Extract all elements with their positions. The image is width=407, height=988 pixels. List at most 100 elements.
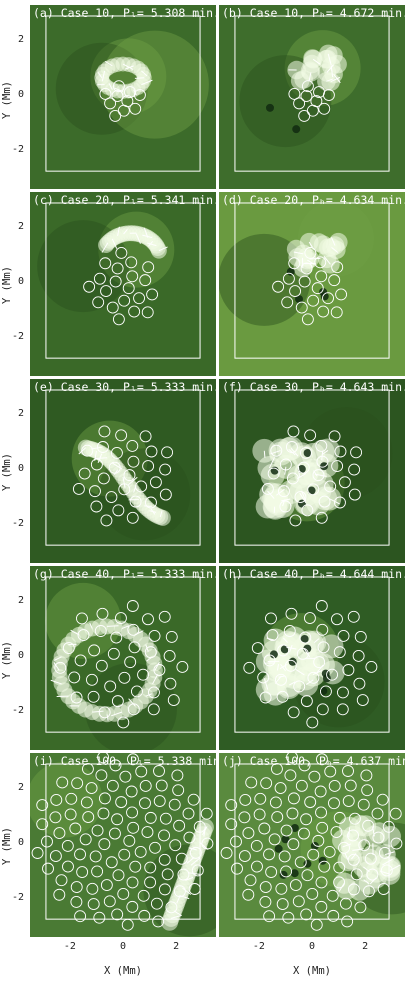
flux-tube-ring: [89, 850, 102, 863]
velocity-arrow: [384, 851, 395, 856]
panel-content: [45, 582, 189, 750]
y-tick-label: 0: [18, 89, 24, 100]
flux-tube-ring: [353, 677, 366, 690]
velocity-arrow: [333, 73, 341, 84]
flux-tube-ring: [69, 822, 82, 835]
flux-tube-ring: [275, 673, 287, 686]
flux-tube-ring: [153, 795, 166, 807]
flux-tube-ring: [139, 430, 152, 443]
flux-tube-ring: [334, 445, 347, 458]
flux-tube-ring: [125, 256, 138, 269]
velocity-arrow: [268, 457, 276, 469]
inner-frame: [234, 15, 390, 172]
velocity-arrow: [122, 476, 126, 488]
flux-tube-ring: [110, 631, 123, 644]
flux-tube-ring: [263, 910, 276, 923]
flux-tube-ring: [316, 703, 329, 716]
flux-tube-ring: [330, 306, 343, 319]
flux-tube-ring: [279, 458, 292, 471]
flux-tube-ring: [96, 441, 109, 453]
panel-d: (d) Case 20, Pₕ= 4.634 min.: [219, 192, 407, 376]
flux-tube-ring: [36, 818, 49, 831]
flux-tube-ring: [163, 649, 176, 662]
flux-tube-ring: [328, 274, 341, 287]
flux-tube-ring: [144, 646, 157, 659]
y-tick-label: 2: [18, 595, 24, 606]
flux-tube-ring: [225, 818, 238, 831]
flux-tube-ring: [54, 661, 67, 674]
flux-tube-ring: [111, 695, 124, 708]
flux-tube-ring: [265, 612, 277, 625]
velocity-arrow: [128, 698, 136, 707]
velocity-arrow: [326, 64, 334, 73]
flux-tube-ring: [62, 642, 75, 655]
flux-tube-ring: [260, 777, 273, 790]
flux-tube-ring: [242, 827, 255, 840]
flux-tube-ring: [350, 868, 363, 881]
flux-tube-ring: [299, 631, 312, 644]
velocity-arrow: [344, 853, 349, 861]
flux-tube-ring: [357, 798, 370, 811]
flux-tube-ring: [333, 646, 346, 659]
velocity-arrow: [134, 77, 145, 79]
flux-tube-ring: [347, 883, 360, 896]
panel-a: (a) Case 10, Pₗ= 5.308 min.: [30, 5, 220, 189]
velocity-arrow: [127, 476, 138, 486]
flux-tube-ring: [301, 869, 314, 882]
flux-tube-ring: [265, 866, 278, 878]
velocity-arrow: [53, 656, 62, 661]
flux-tube-ring: [344, 779, 357, 792]
inner-frame: [45, 15, 201, 172]
flux-tube-ring: [155, 779, 168, 792]
flux-tube-ring: [90, 500, 103, 513]
y-tick-label: -2: [12, 144, 24, 155]
flux-tube-ring: [316, 455, 329, 468]
velocity-arrow: [267, 490, 275, 499]
flux-tube-ring: [356, 694, 369, 707]
flux-tube-ring: [358, 839, 371, 852]
velocity-arrow: [293, 251, 304, 255]
flux-tube-ring: [282, 911, 295, 924]
flux-tube-ring: [128, 641, 141, 654]
flux-tube-ring: [230, 835, 242, 848]
flux-tube-ring: [187, 793, 200, 806]
x-tick-label: 2: [173, 941, 179, 952]
flux-tube-ring: [142, 261, 155, 274]
velocity-arrow: [330, 76, 341, 83]
flux-tube-ring: [111, 90, 124, 103]
flux-tube-ring: [287, 425, 300, 438]
flux-tube-ring: [286, 472, 299, 485]
flux-tube-ring: [62, 860, 74, 873]
flux-tube-ring: [105, 491, 118, 504]
flux-tube-ring: [348, 812, 361, 825]
flux-tube-ring: [306, 716, 319, 729]
flux-tube-ring: [118, 483, 131, 496]
flux-tube-ring: [251, 642, 264, 655]
flux-tube-ring: [328, 430, 341, 443]
y-tick-label: -2: [12, 705, 24, 716]
flux-tube-ring: [307, 671, 320, 684]
flux-tube-ring: [119, 770, 132, 783]
flux-tube-ring: [141, 826, 154, 839]
flux-tube-ring: [362, 885, 375, 898]
flux-tube-ring: [307, 483, 320, 496]
flux-tube-ring: [177, 868, 190, 881]
dark-spot: [295, 295, 304, 304]
velocity-arrow: [323, 255, 331, 265]
flux-tube-ring: [238, 850, 251, 863]
flux-tube-ring: [70, 691, 83, 704]
flux-tube-ring: [257, 671, 270, 684]
flux-tube-ring: [300, 90, 313, 103]
y-tick-label: 2: [18, 34, 24, 45]
velocity-arrow: [141, 70, 148, 77]
flux-tube-ring: [168, 798, 181, 811]
velocity-arrow: [276, 488, 285, 496]
panel-f: (f) Case 30, Pₕ= 4.643 min.: [219, 379, 407, 563]
flux-tube-ring: [238, 811, 251, 824]
inner-frame: [234, 763, 390, 920]
flux-tube-ring: [288, 88, 301, 100]
velocity-arrow: [111, 711, 122, 717]
flux-tube-ring: [144, 876, 157, 889]
velocity-arrow: [327, 53, 332, 66]
